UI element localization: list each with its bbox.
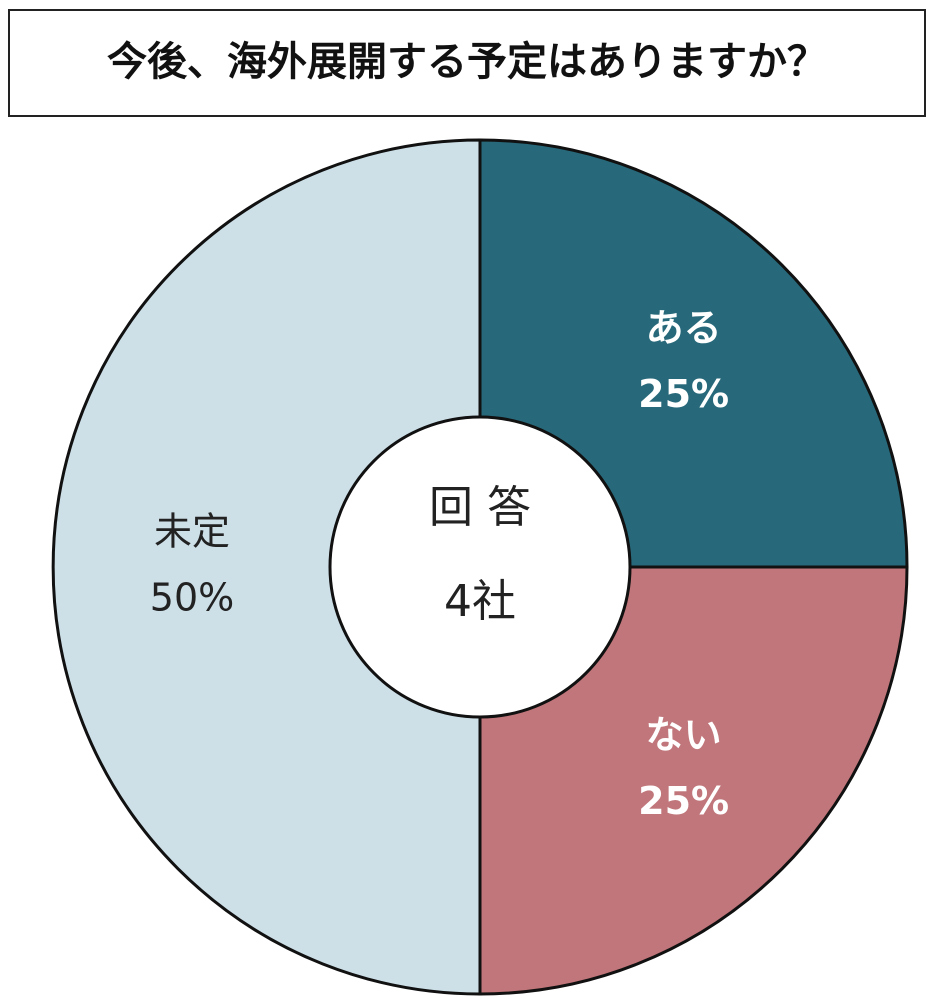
- category-label: 未定: [154, 510, 230, 554]
- wedge: [51, 138, 482, 996]
- center-subtitle: 4社: [444, 576, 516, 627]
- category-label: ない: [646, 713, 722, 757]
- value-label: 25%: [638, 372, 729, 416]
- chart-title: 今後、海外展開する予定はありますか？: [107, 39, 827, 85]
- value-label: 25%: [638, 779, 729, 823]
- title-box: [8, 9, 926, 117]
- value-label: 50%: [150, 576, 234, 620]
- donut-hole: [328, 415, 632, 719]
- category-label: ある: [646, 306, 722, 350]
- center-title: 回 答: [429, 482, 531, 533]
